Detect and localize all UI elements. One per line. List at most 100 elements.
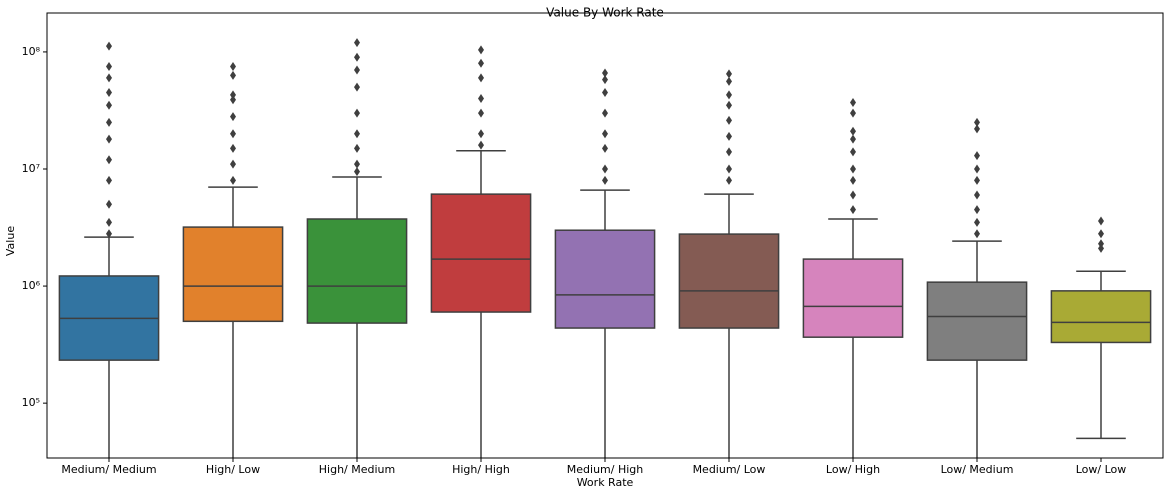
x-axis-label: Work Rate [577, 476, 634, 489]
outlier [106, 41, 112, 51]
x-tick-label: Low/ Low [1076, 463, 1127, 476]
box [554, 229, 656, 329]
x-tick-label: High/ Low [206, 463, 260, 476]
outlier [230, 95, 236, 105]
outlier [106, 73, 112, 83]
outlier [974, 229, 980, 239]
outlier [354, 143, 360, 153]
outlier [974, 117, 980, 127]
outlier [726, 147, 732, 157]
outlier [478, 73, 484, 83]
outlier [106, 134, 112, 144]
outlier [478, 108, 484, 118]
outlier [230, 143, 236, 153]
outlier [106, 62, 112, 72]
y-tick-label: 10⁷ [22, 162, 40, 175]
outlier [106, 155, 112, 165]
x-tick-label: Low/ High [826, 463, 880, 476]
box [926, 281, 1028, 361]
box [678, 233, 780, 329]
outlier [974, 164, 980, 174]
outlier [602, 88, 608, 98]
y-tick-label: 10⁵ [22, 396, 40, 409]
x-tick-label: Medium/ Medium [61, 463, 156, 476]
x-tick-label: Medium/ High [567, 463, 643, 476]
outlier [106, 100, 112, 110]
outlier [602, 164, 608, 174]
outlier [478, 45, 484, 55]
outlier [850, 147, 856, 157]
box [1050, 290, 1152, 344]
outlier [106, 199, 112, 209]
outlier [1098, 243, 1104, 253]
outlier [602, 75, 608, 85]
box [430, 193, 532, 313]
outlier [354, 159, 360, 169]
x-tick-label: Low/ Medium [941, 463, 1014, 476]
outlier [974, 205, 980, 215]
outlier [230, 62, 236, 72]
outlier [354, 65, 360, 75]
outlier [230, 112, 236, 122]
outlier [602, 108, 608, 118]
outlier [230, 70, 236, 80]
outlier [974, 175, 980, 185]
outlier [106, 217, 112, 227]
plot-area [58, 38, 1152, 458]
outlier [1098, 216, 1104, 226]
outlier [106, 175, 112, 185]
outlier [850, 190, 856, 200]
outlier [230, 159, 236, 169]
box [306, 218, 408, 324]
outlier [478, 94, 484, 104]
outlier [850, 108, 856, 118]
outlier [230, 129, 236, 139]
box [182, 226, 284, 323]
outlier [106, 229, 112, 239]
outlier [106, 88, 112, 98]
outlier [1098, 229, 1104, 239]
outlier [478, 129, 484, 139]
outlier [354, 167, 360, 177]
x-tick-label: Medium/ Low [693, 463, 766, 476]
outlier [726, 100, 732, 110]
outlier [354, 108, 360, 118]
outlier [230, 175, 236, 185]
outlier [602, 68, 608, 78]
outlier [726, 115, 732, 125]
outlier [974, 217, 980, 227]
outlier [478, 140, 484, 150]
outlier [974, 190, 980, 200]
outlier [602, 143, 608, 153]
outlier [726, 90, 732, 100]
outlier [1098, 239, 1104, 249]
outlier [726, 175, 732, 185]
outlier [354, 52, 360, 62]
outlier [478, 58, 484, 68]
x-tick-label: High/ Medium [319, 463, 395, 476]
outlier [974, 124, 980, 134]
y-axis-label: Value [4, 226, 17, 256]
outlier [230, 90, 236, 100]
outlier [850, 134, 856, 144]
outlier [354, 82, 360, 92]
outlier [726, 76, 732, 86]
box [802, 258, 904, 338]
y-tick-label: 10⁶ [22, 279, 41, 292]
outlier [850, 126, 856, 136]
outlier [850, 205, 856, 215]
outlier [850, 175, 856, 185]
outlier [354, 38, 360, 48]
y-tick-label: 10⁸ [22, 45, 41, 58]
outlier [726, 69, 732, 79]
outlier [354, 129, 360, 139]
outlier [850, 97, 856, 107]
outlier [602, 175, 608, 185]
outlier [726, 164, 732, 174]
outlier [974, 151, 980, 161]
x-tick-label: High/ High [452, 463, 510, 476]
outlier [106, 117, 112, 127]
outlier [850, 164, 856, 174]
